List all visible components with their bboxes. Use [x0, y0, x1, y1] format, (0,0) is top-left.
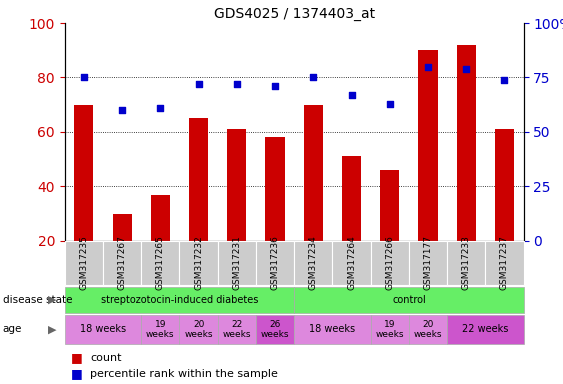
Point — [500, 76, 509, 83]
Bar — [342, 156, 361, 241]
Text: 26
weeks: 26 weeks — [261, 319, 289, 339]
Bar — [495, 129, 514, 241]
Text: control: control — [392, 295, 426, 305]
Title: GDS4025 / 1374403_at: GDS4025 / 1374403_at — [213, 7, 375, 21]
Point — [347, 92, 356, 98]
Point — [385, 101, 394, 107]
Bar — [74, 105, 93, 241]
Bar — [457, 45, 476, 241]
Point — [233, 81, 242, 87]
Point — [309, 74, 318, 81]
Text: GSM317237: GSM317237 — [500, 235, 509, 290]
Bar — [418, 50, 437, 241]
Text: GSM317235: GSM317235 — [79, 235, 88, 290]
Text: 22 weeks: 22 weeks — [462, 324, 508, 334]
Bar — [151, 195, 170, 241]
Text: GSM317267: GSM317267 — [118, 235, 127, 290]
Text: disease state: disease state — [3, 295, 72, 305]
Text: age: age — [3, 324, 22, 334]
Point — [118, 107, 127, 113]
Bar — [227, 129, 247, 241]
Point — [194, 81, 203, 87]
Text: 20
weeks: 20 weeks — [414, 319, 443, 339]
Text: ■: ■ — [70, 367, 82, 381]
Point — [79, 74, 88, 81]
Point — [423, 63, 432, 70]
Text: 20
weeks: 20 weeks — [184, 319, 213, 339]
Point — [462, 66, 471, 72]
Text: GSM317233: GSM317233 — [462, 235, 471, 290]
Point — [156, 105, 165, 111]
Text: GSM317264: GSM317264 — [347, 235, 356, 290]
Text: GSM317177: GSM317177 — [423, 235, 432, 290]
Text: 18 weeks: 18 weeks — [309, 324, 355, 334]
Bar — [303, 105, 323, 241]
Text: GSM317236: GSM317236 — [271, 235, 280, 290]
Point — [271, 83, 280, 89]
Text: ▶: ▶ — [48, 295, 57, 305]
Bar — [189, 118, 208, 241]
Text: 22
weeks: 22 weeks — [222, 319, 251, 339]
Text: ■: ■ — [70, 351, 82, 364]
Bar — [380, 170, 399, 241]
Text: ▶: ▶ — [48, 324, 57, 334]
Text: 19
weeks: 19 weeks — [146, 319, 175, 339]
Bar — [113, 214, 132, 241]
Text: GSM317265: GSM317265 — [156, 235, 165, 290]
Text: 19
weeks: 19 weeks — [376, 319, 404, 339]
Text: percentile rank within the sample: percentile rank within the sample — [90, 369, 278, 379]
Bar — [266, 137, 285, 241]
Text: count: count — [90, 353, 122, 363]
Text: GSM317266: GSM317266 — [385, 235, 394, 290]
Text: GSM317234: GSM317234 — [309, 235, 318, 290]
Text: 18 weeks: 18 weeks — [80, 324, 126, 334]
Text: GSM317231: GSM317231 — [233, 235, 242, 290]
Text: GSM317232: GSM317232 — [194, 235, 203, 290]
Text: streptozotocin-induced diabetes: streptozotocin-induced diabetes — [101, 295, 258, 305]
